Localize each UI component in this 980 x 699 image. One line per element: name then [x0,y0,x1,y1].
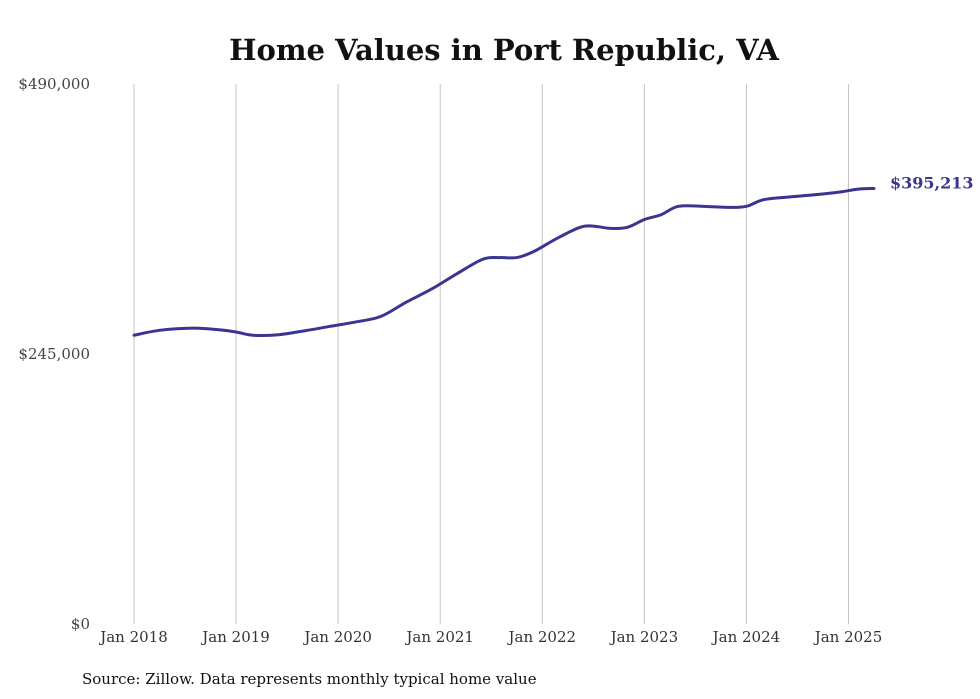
x-tick-label: Jan 2022 [506,628,576,646]
y-tick-label: $0 [71,615,90,633]
x-tick-label: Jan 2023 [609,628,679,646]
x-tick-label: Jan 2025 [813,628,883,646]
series-layer [132,186,876,337]
y-tick-label: $245,000 [18,345,90,363]
series-line-0 [132,186,876,337]
end-value-label: $395,213 [890,173,974,192]
y-axis-tick-labels: $0 $245,000 $490,000 [18,75,90,633]
x-tick-label: Jan 2020 [302,628,372,646]
y-tick-label: $490,000 [18,75,90,93]
grid-lines [133,84,849,624]
source-note: Source: Zillow. Data represents monthly … [82,670,537,688]
x-axis-tick-labels: Jan 2018 Jan 2019 Jan 2020 Jan 2021 Jan 2022… [98,628,882,646]
x-tick-label: Jan 2021 [404,628,474,646]
x-tick-label: Jan 2018 [98,628,168,646]
chart-title: Home Values in Port Republic, VA [229,33,779,67]
x-tick-label: Jan 2024 [711,628,781,646]
x-tick-label: Jan 2019 [200,628,270,646]
